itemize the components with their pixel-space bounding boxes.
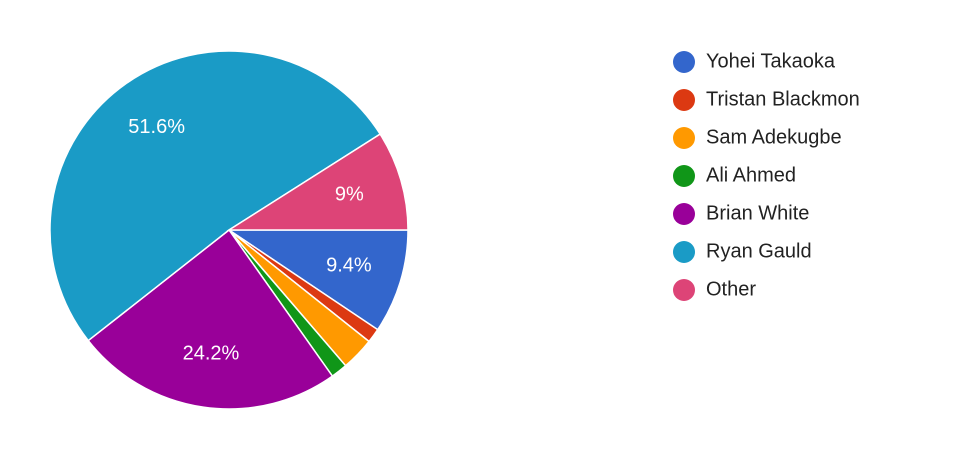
legend-swatch [673,279,695,301]
slice-label: 24.2% [183,342,240,364]
slice-label: 9% [335,183,364,205]
slice-label: 51.6% [128,116,185,138]
slice-label: 9.4% [326,255,372,277]
legend-label: Sam Adekugbe [706,126,842,148]
legend-swatch [673,203,695,225]
pie-slice [226,133,409,231]
legend-label: Other [706,278,756,300]
legend-swatch [673,127,695,149]
legend-label: Brian White [706,202,809,224]
pie-slice [49,50,382,342]
legend-swatch [673,51,695,73]
pie-slice [87,228,334,410]
legend-swatch [673,165,695,187]
pie-slice [226,229,409,331]
legend-label: Tristan Blackmon [706,88,860,110]
legend-label: Ali Ahmed [706,164,796,186]
legend-swatch [673,89,695,111]
legend-swatch [673,241,695,263]
legend-label: Yohei Takaoka [706,50,836,72]
legend-label: Ryan Gauld [706,240,812,262]
